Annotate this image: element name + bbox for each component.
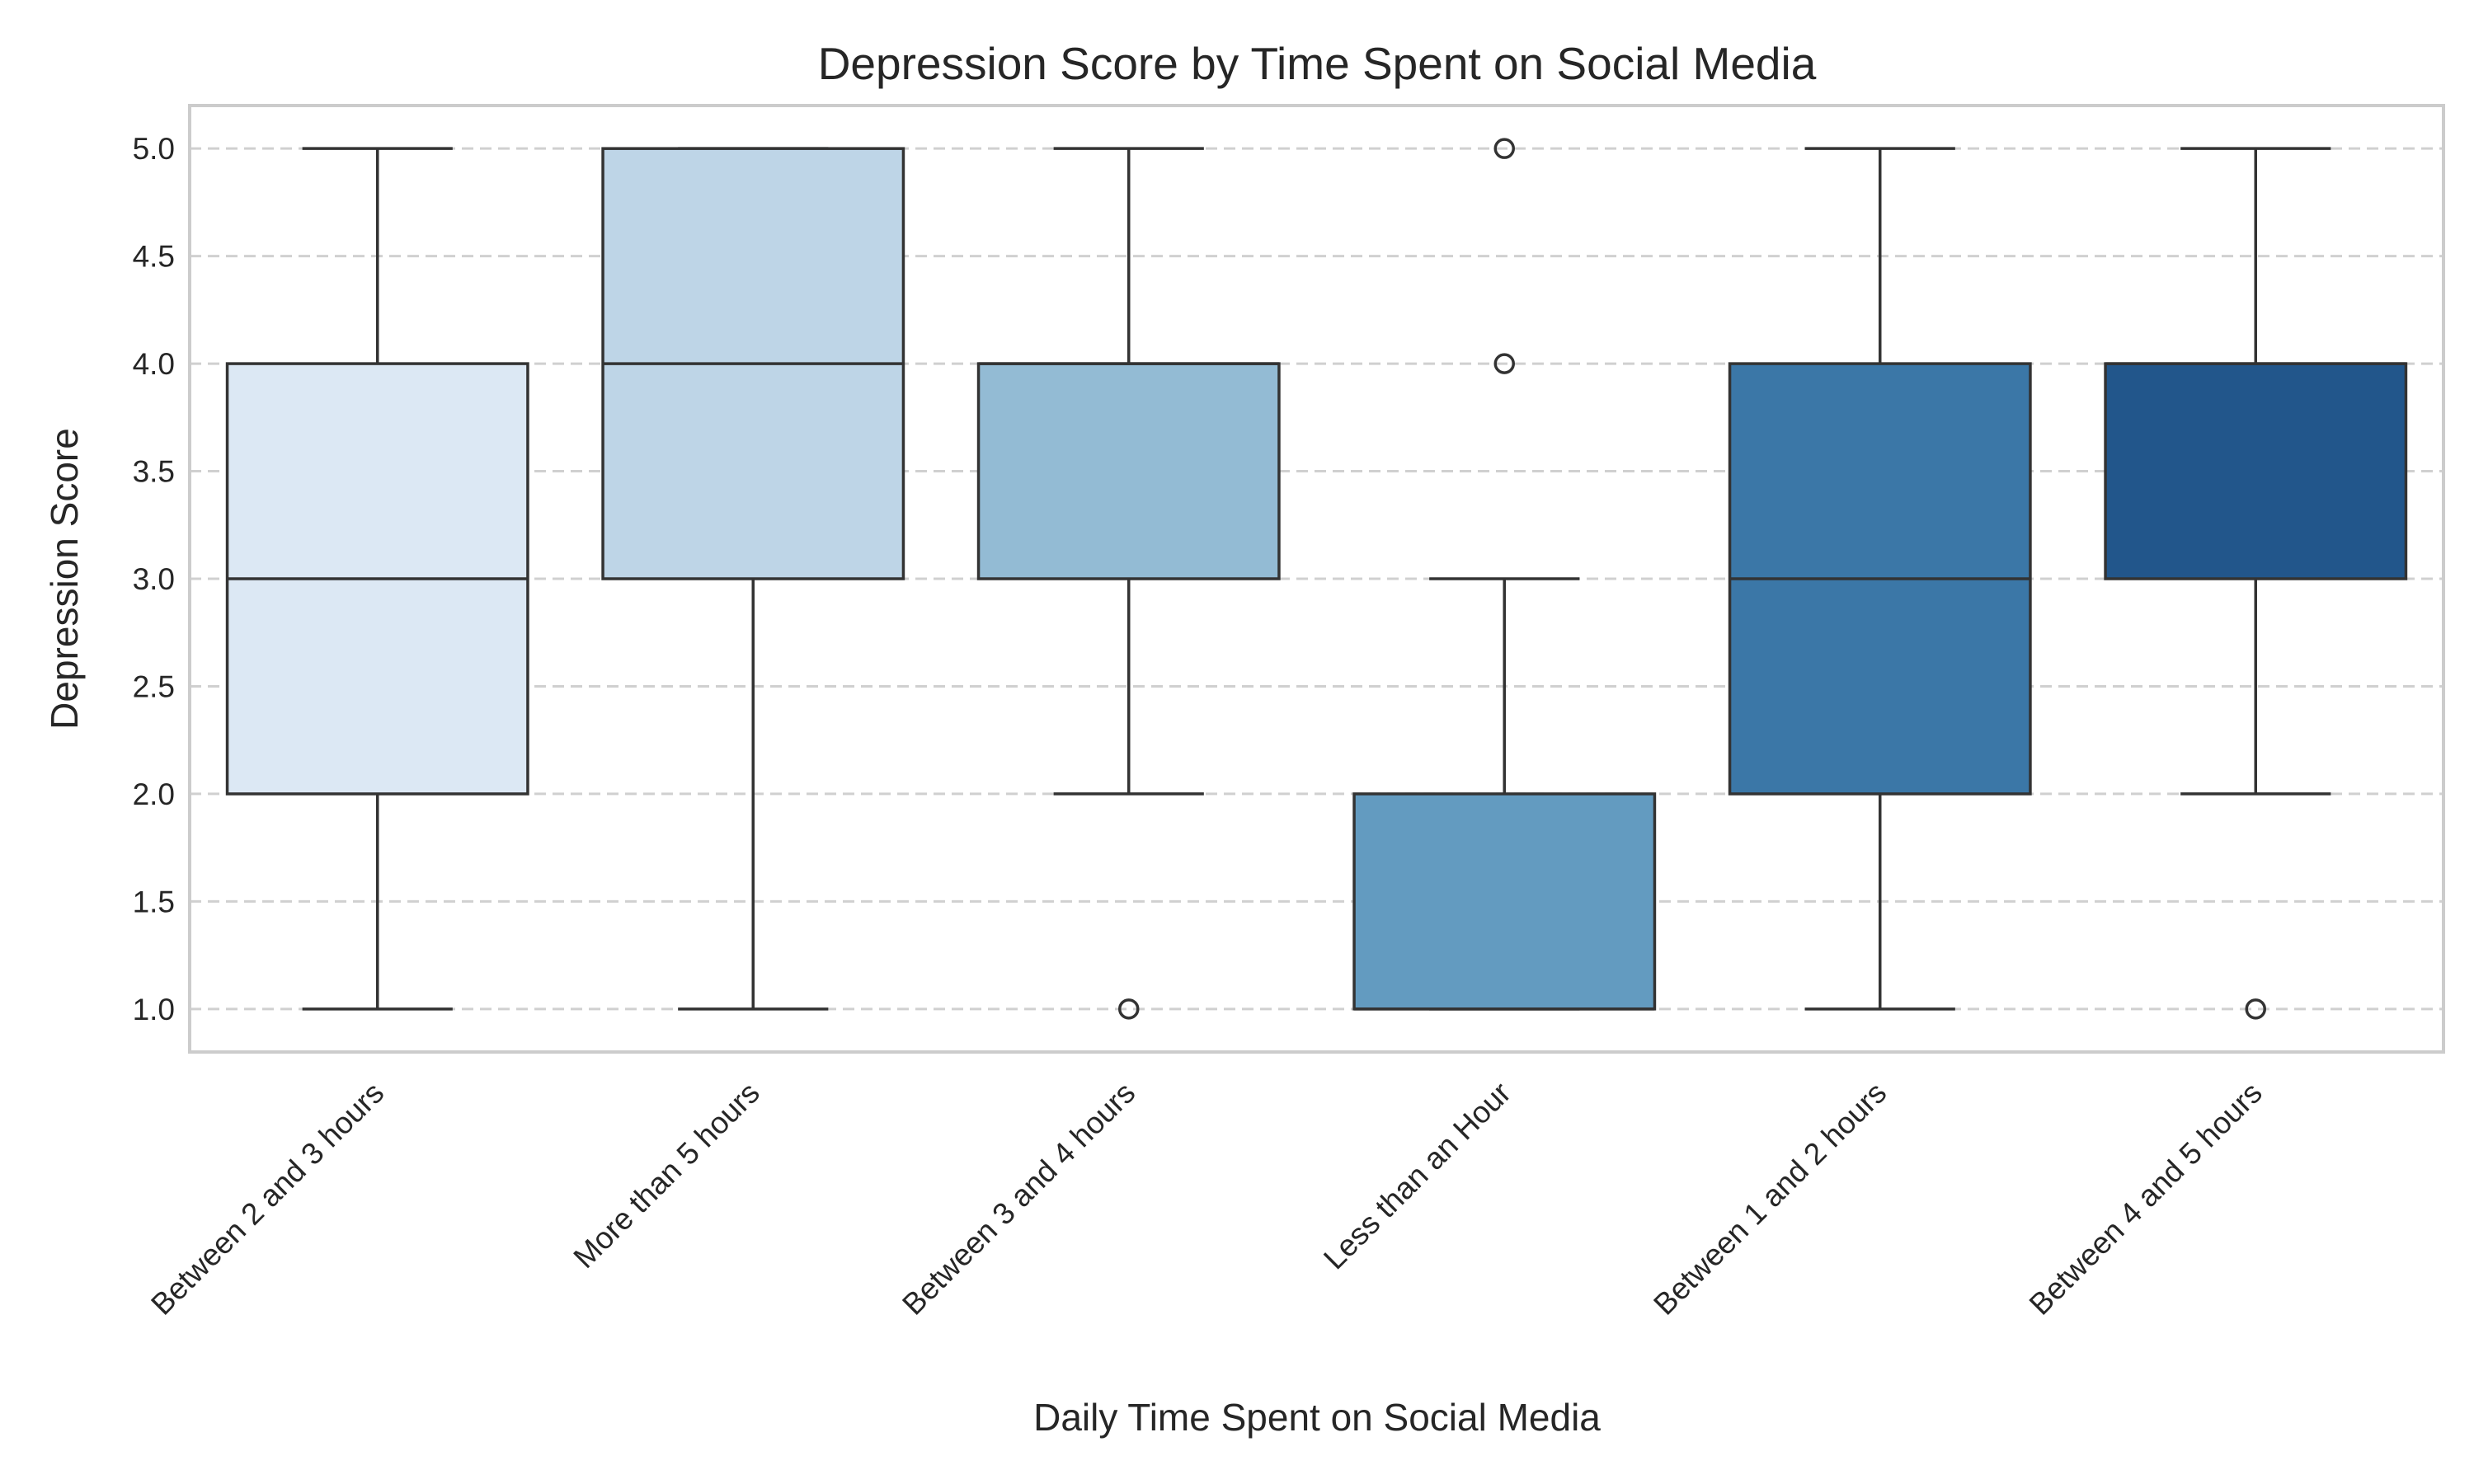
y-tick-label: 3.5	[133, 455, 175, 489]
box-group	[225, 147, 529, 1011]
gridlines	[190, 147, 2443, 1011]
y-tick-label: 1.5	[133, 885, 175, 918]
iqr-box	[1352, 792, 1657, 1011]
x-tick-label: Between 1 and 2 hours	[1647, 1076, 1893, 1322]
box-group	[2104, 147, 2408, 1020]
x-tick-labels: Between 2 and 3 hours More than 5 hours Be…	[144, 1076, 2269, 1322]
iqr-box	[976, 362, 1281, 580]
x-tick-label: More than 5 hours	[567, 1076, 766, 1275]
x-axis-label: Daily Time Spent on Social Media	[1033, 1396, 1601, 1439]
outlier-point	[1118, 998, 1140, 1020]
x-tick-label: Less than an Hour	[1317, 1076, 1517, 1276]
y-tick-label: 1.0	[133, 993, 175, 1026]
outlier-point	[1493, 353, 1515, 374]
y-tick-label: 4.0	[133, 347, 175, 381]
iqr-box	[2104, 362, 2408, 580]
y-tick-labels: 1.0 1.5 2.0 2.5 3.0 3.5 4.0 4.5 5.0	[133, 132, 175, 1026]
y-tick-label: 4.5	[133, 240, 175, 274]
box-group	[976, 147, 1281, 1020]
outlier-point	[2245, 998, 2266, 1020]
y-tick-label: 2.0	[133, 777, 175, 811]
y-tick-label: 3.0	[133, 562, 175, 596]
y-axis-label: Depression Score	[43, 428, 86, 730]
box-layer	[225, 138, 2408, 1020]
plot-frame	[188, 104, 2445, 1054]
y-tick-label: 5.0	[133, 132, 175, 166]
box-group	[601, 147, 905, 1011]
y-tick-label: 2.5	[133, 669, 175, 703]
chart-title: Depression Score by Time Spent on Social…	[818, 38, 1817, 89]
x-tick-label: Between 4 and 5 hours	[2023, 1076, 2269, 1322]
box-group	[1728, 147, 2032, 1011]
outlier-point	[1493, 138, 1515, 159]
box-group	[1352, 138, 1657, 1011]
x-tick-label: Between 3 and 4 hours	[896, 1076, 1141, 1322]
x-tick-label: Between 2 and 3 hours	[144, 1076, 390, 1322]
